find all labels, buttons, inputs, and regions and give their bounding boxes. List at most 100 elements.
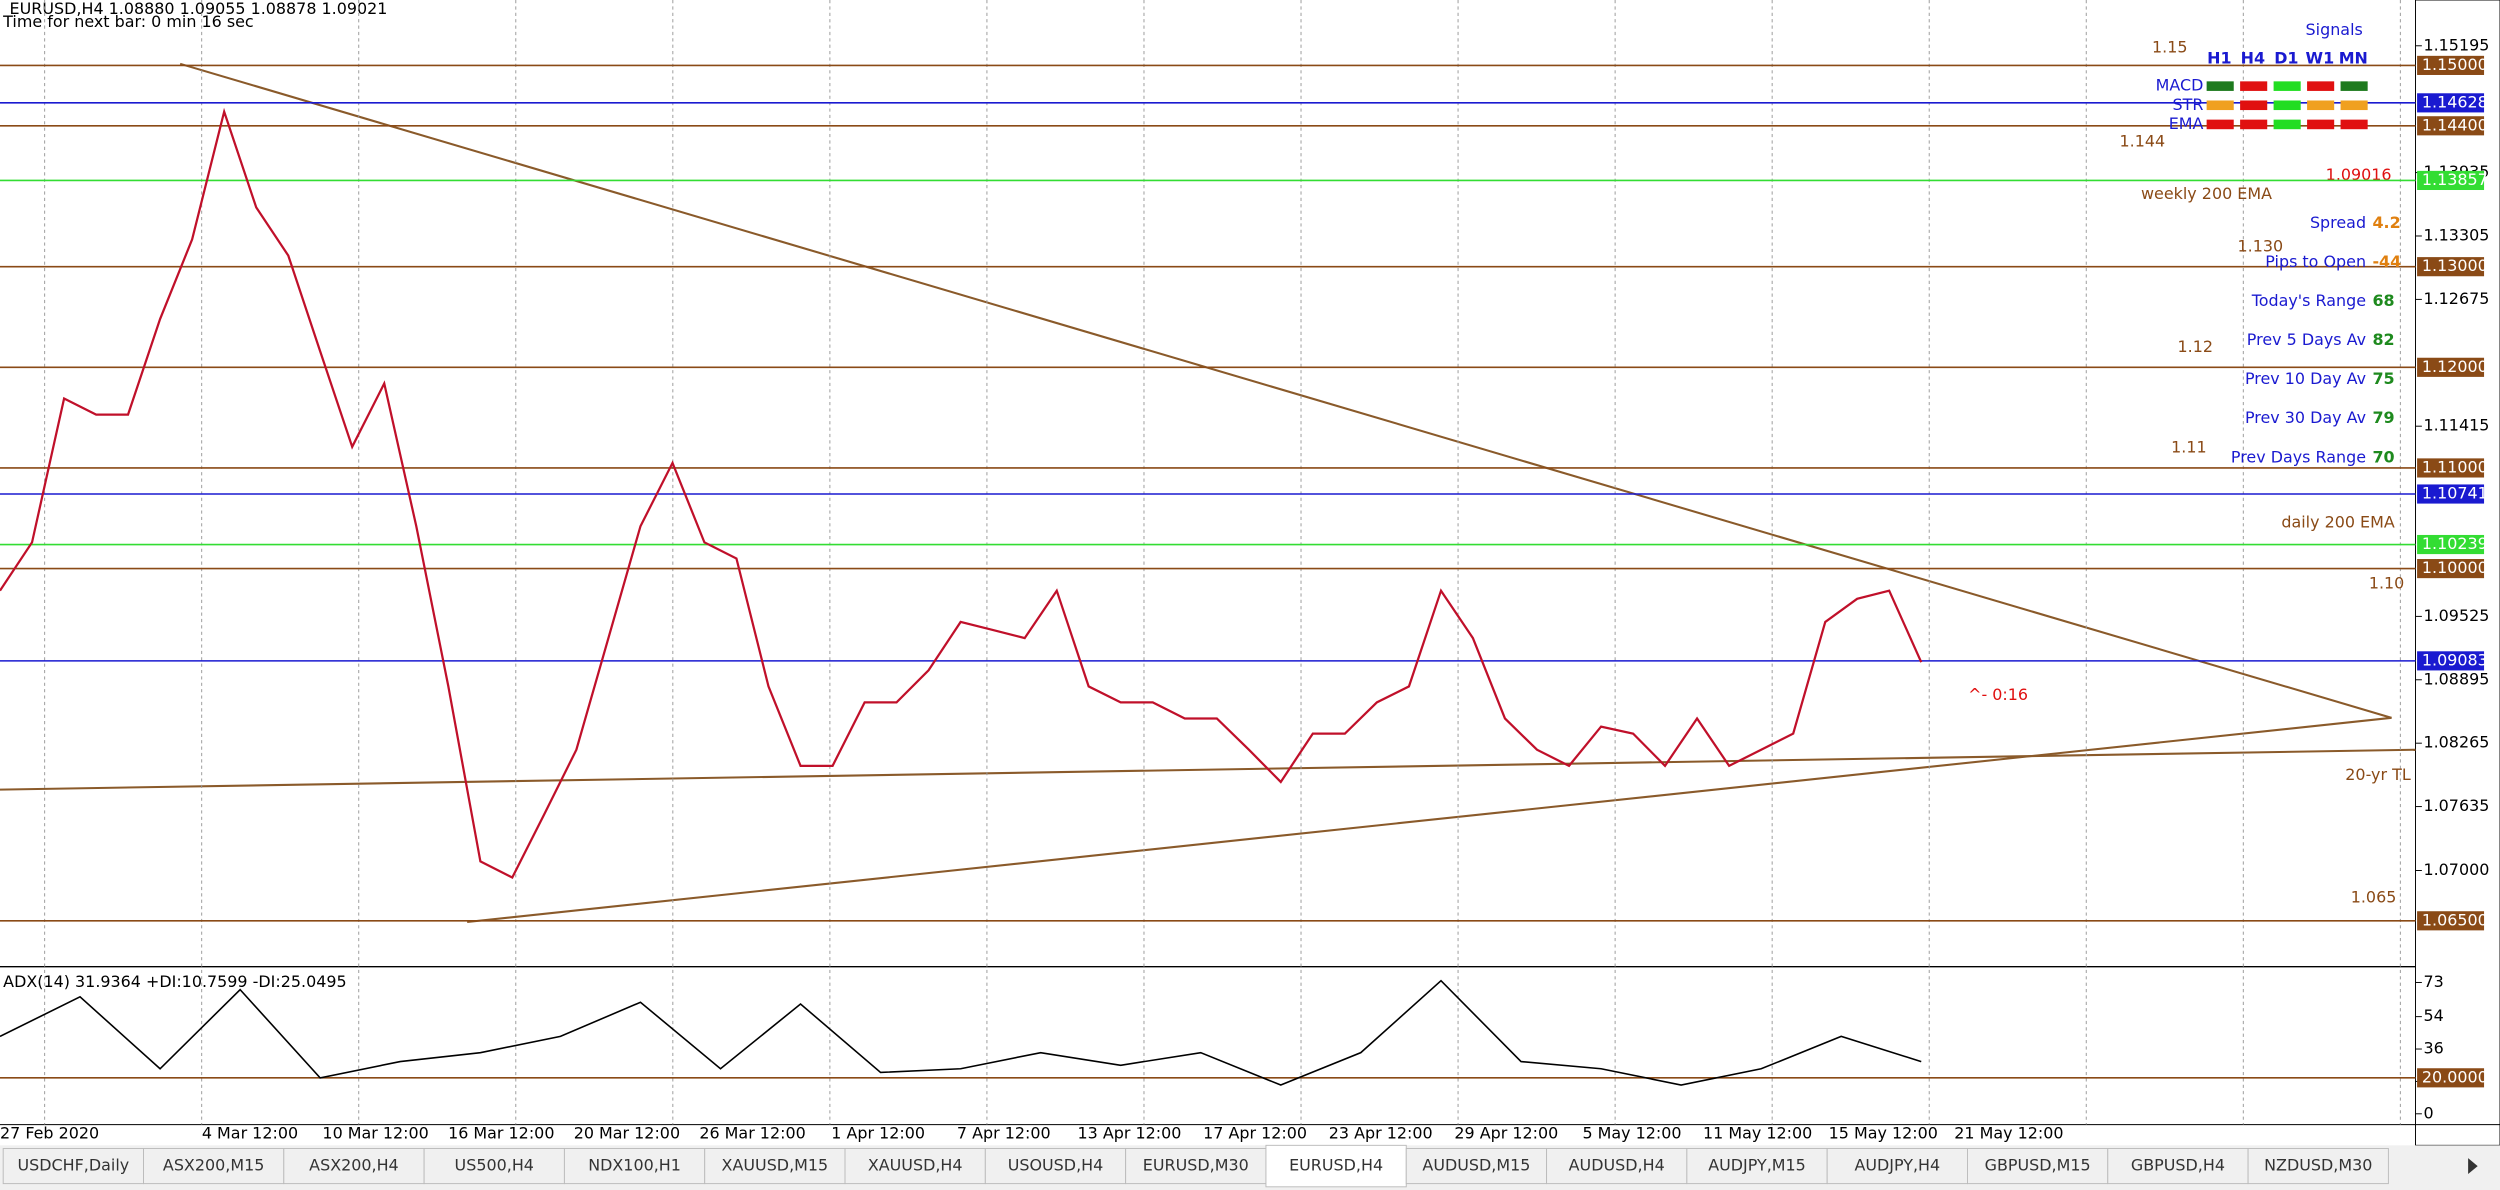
tab-label[interactable]: USOUSD,H4 <box>1008 1156 1104 1175</box>
x-tick-label: 4 Mar 12:00 <box>202 1124 298 1143</box>
tab[interactable] <box>1546 1148 1688 1185</box>
level-label: 1.11000 <box>2422 457 2488 476</box>
stat-value: -44 <box>2372 252 2401 271</box>
signal-row: EMA <box>2169 114 2204 133</box>
tab-label[interactable]: NDX100,H1 <box>588 1156 681 1175</box>
tab-label[interactable]: XAUUSD,M15 <box>722 1156 829 1175</box>
signals-title: Signals <box>2306 20 2363 39</box>
tab-label[interactable]: USDCHF,Daily <box>17 1156 129 1175</box>
tab[interactable] <box>283 1148 425 1185</box>
tab[interactable] <box>2107 1148 2249 1185</box>
adx-line <box>0 979 1922 1086</box>
level-label: 1.10741 <box>2422 484 2488 503</box>
annotation: 1.11 <box>2171 438 2206 457</box>
tab[interactable] <box>2 1148 144 1185</box>
x-tick-label: 20 Mar 12:00 <box>574 1124 680 1143</box>
adx-level-label: 20.0000 <box>2422 1067 2488 1086</box>
level-box <box>2417 55 2485 75</box>
level-box <box>2417 534 2485 555</box>
tab-label[interactable]: NZDUSD,M30 <box>2264 1156 2372 1175</box>
tab[interactable] <box>2247 1148 2389 1185</box>
level-label: 1.10000 <box>2422 558 2488 577</box>
signal-cell <box>2340 81 2368 91</box>
tab-label[interactable]: AUDJPY,M15 <box>1708 1156 1806 1175</box>
annotation: 1.144 <box>2120 131 2166 150</box>
annotation: 20-yr TL <box>2345 765 2411 784</box>
level-box <box>2417 911 2485 931</box>
y-tick-label: 1.09525 <box>2423 606 2489 625</box>
level-box <box>2417 257 2485 277</box>
stat-label: Spread <box>2310 213 2366 232</box>
level-box <box>2417 93 2485 113</box>
annotation: 1.065 <box>2351 888 2397 907</box>
signal-cell <box>2340 100 2368 111</box>
tab-label[interactable]: EURUSD,H4 <box>1289 1156 1383 1175</box>
level-label: 1.06500 <box>2422 910 2488 929</box>
signal-column: D1 <box>2274 49 2298 68</box>
annotation: ^- 0:16 <box>1968 685 2028 704</box>
tab-label[interactable]: EURUSD,M30 <box>1143 1156 1249 1175</box>
signal-column: W1 <box>2306 49 2335 68</box>
annotation: daily 200 EMA <box>2281 513 2395 532</box>
level-label: 1.09083 <box>2422 650 2488 669</box>
tab[interactable] <box>423 1148 565 1185</box>
adx-tick-label: 0 <box>2423 1103 2433 1122</box>
stat-label: Prev 30 Day Av <box>2245 408 2366 427</box>
tab-label[interactable]: XAUUSD,H4 <box>868 1156 963 1175</box>
level-box <box>2417 559 2485 579</box>
x-tick-label: 1 Apr 12:00 <box>831 1124 925 1143</box>
x-tick-label: 7 Apr 12:00 <box>957 1124 1051 1143</box>
level-label: 1.13857 <box>2422 170 2488 189</box>
y-tick-label: 1.08265 <box>2423 733 2489 752</box>
signal-cell <box>2307 81 2335 91</box>
tab-label[interactable]: GBPUSD,M15 <box>1985 1156 2091 1175</box>
tab[interactable] <box>1125 1148 1267 1185</box>
header-line: EURUSD,H4 1.08880 1.09055 1.08878 1.0902… <box>10 0 388 18</box>
adx-tick-label: 36 <box>2423 1039 2443 1058</box>
x-tick-label: 29 Apr 12:00 <box>1454 1124 1558 1143</box>
stat-value: 82 <box>2372 330 2394 349</box>
level-box <box>2417 651 2485 671</box>
tab[interactable] <box>704 1148 846 1185</box>
price-line <box>0 107 1923 880</box>
signal-row: STR <box>2173 95 2204 114</box>
tab-label[interactable]: US500,H4 <box>455 1156 534 1175</box>
x-tick-label: 15 May 12:00 <box>1829 1124 1938 1143</box>
x-tick-label: 27 Feb 2020 <box>0 1124 99 1143</box>
trend-line <box>467 716 2392 924</box>
stat-value: 75 <box>2372 369 2394 388</box>
tab-scroll-right[interactable] <box>2468 1158 2478 1175</box>
tab-label[interactable]: AUDJPY,H4 <box>1854 1156 1940 1175</box>
tab-label[interactable]: AUDUSD,M15 <box>1422 1156 1530 1175</box>
level-box <box>2417 170 2485 191</box>
x-tick-label: 21 May 12:00 <box>1954 1124 2063 1143</box>
y-tick-label: 1.11415 <box>2423 416 2489 435</box>
tab-label[interactable]: AUDUSD,H4 <box>1569 1156 1665 1175</box>
y-tick-label: 1.12675 <box>2423 289 2489 308</box>
tab-label[interactable]: GBPUSD,H4 <box>2131 1156 2225 1175</box>
tab[interactable] <box>143 1148 285 1185</box>
signal-cell <box>2206 119 2234 130</box>
signal-cell <box>2240 81 2268 91</box>
annotation: 1.10 <box>2369 573 2404 592</box>
trend-line <box>0 748 2416 791</box>
signal-cell <box>2340 119 2368 130</box>
stat-label: Prev 5 Days Av <box>2247 330 2366 349</box>
tab[interactable] <box>1265 1144 1407 1188</box>
level-box <box>2417 116 2485 136</box>
y-tick-label: 1.07000 <box>2423 860 2489 879</box>
tab-label[interactable]: ASX200,M15 <box>163 1156 264 1175</box>
signal-column: MN <box>2339 49 2368 68</box>
stat-label: Today's Range <box>2251 291 2366 310</box>
tab[interactable] <box>1966 1148 2109 1185</box>
tab[interactable] <box>984 1148 1127 1185</box>
x-tick-label: 23 Apr 12:00 <box>1329 1124 1433 1143</box>
annotation: weekly 200 EMA <box>2141 184 2272 203</box>
stat-value: 79 <box>2372 408 2394 427</box>
signal-cell <box>2206 81 2234 91</box>
tab-label[interactable]: ASX200,H4 <box>309 1156 399 1175</box>
adx-tick-label: 73 <box>2423 972 2443 991</box>
signal-cell <box>2307 119 2335 130</box>
signal-row: MACD <box>2156 76 2204 95</box>
